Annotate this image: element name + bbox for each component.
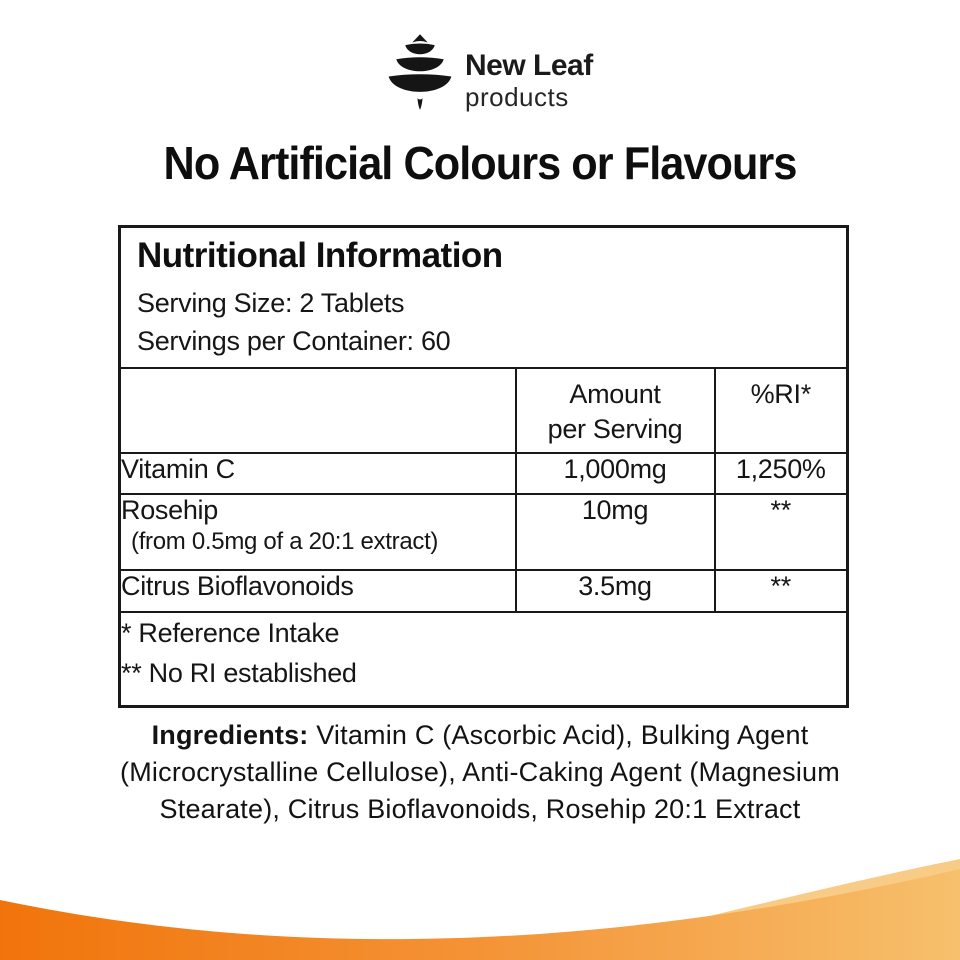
table-header-row: Amount per Serving %RI* [118, 367, 849, 454]
nutrient-subtext [121, 602, 515, 610]
header-amount-line1: Amount [569, 379, 661, 409]
ingredients-line-2: (Microcrystalline Cellulose), Anti-Cakin… [120, 757, 840, 787]
table-footnote-row: * Reference Intake ** No RI established [118, 611, 849, 708]
nutrient-ri: ** [713, 569, 849, 613]
header-amount-cell: Amount per Serving [514, 367, 716, 454]
nutrient-name: Rosehip [121, 495, 218, 525]
serving-size: Serving Size: 2 Tablets [137, 288, 405, 319]
table-row-vitamin-c: Vitamin C 1,000mg 1,250% [118, 452, 849, 495]
headline: No Artificial Colours or Flavours [163, 137, 798, 189]
nutrient-subtext [121, 485, 515, 493]
brand-tagline: products [465, 82, 569, 112]
nutrient-name: Citrus Bioflavonoids [121, 571, 354, 601]
footnote-reference-intake: * Reference Intake [121, 618, 340, 648]
nutrient-name: Vitamin C [121, 454, 235, 484]
brand-text: New Leaf products [465, 34, 593, 112]
ingredients-line-3: Stearate), Citrus Bioflavonoids, Rosehip… [159, 794, 801, 824]
table-row-rosehip: Rosehip (from 0.5mg of a 20:1 extract) 1… [118, 493, 849, 571]
orange-wave-decoration [0, 859, 960, 960]
ingredients-line-1: Ingredients: Vitamin C (Ascorbic Acid), … [151, 720, 809, 750]
header-blank-cell [118, 367, 517, 454]
brand-name: New Leaf [465, 49, 593, 82]
footnote-no-ri: ** No RI established [121, 658, 357, 688]
ingredients-block: Ingredients: Vitamin C (Ascorbic Acid), … [0, 717, 960, 828]
nutrient-amount: 1,000mg [514, 452, 716, 495]
nutrient-subtext: (from 0.5mg of a 20:1 extract) [131, 528, 439, 555]
nutrient-amount: 3.5mg [514, 569, 716, 613]
table-row-citrus-bioflavonoids: Citrus Bioflavonoids 3.5mg ** [118, 569, 849, 613]
nutrient-ri: ** [713, 493, 849, 571]
wave-front-layer [0, 869, 960, 960]
header-ri-cell: %RI* [713, 367, 849, 454]
nutrient-amount: 10mg [514, 493, 716, 571]
nutrition-title: Nutritional Information [137, 236, 503, 275]
nutrition-table: Nutritional Information Serving Size: 2 … [118, 225, 850, 708]
header-amount-line2: per Serving [547, 414, 683, 444]
ingredients-label: Ingredients: [151, 720, 309, 750]
servings-per-container: Servings per Container: 60 [137, 326, 451, 357]
tree-logo-icon [388, 34, 452, 110]
nutrient-ri: 1,250% [713, 452, 849, 495]
table-info-row: Nutritional Information Serving Size: 2 … [118, 225, 849, 369]
brand-logo: New Leaf products [388, 34, 593, 110]
